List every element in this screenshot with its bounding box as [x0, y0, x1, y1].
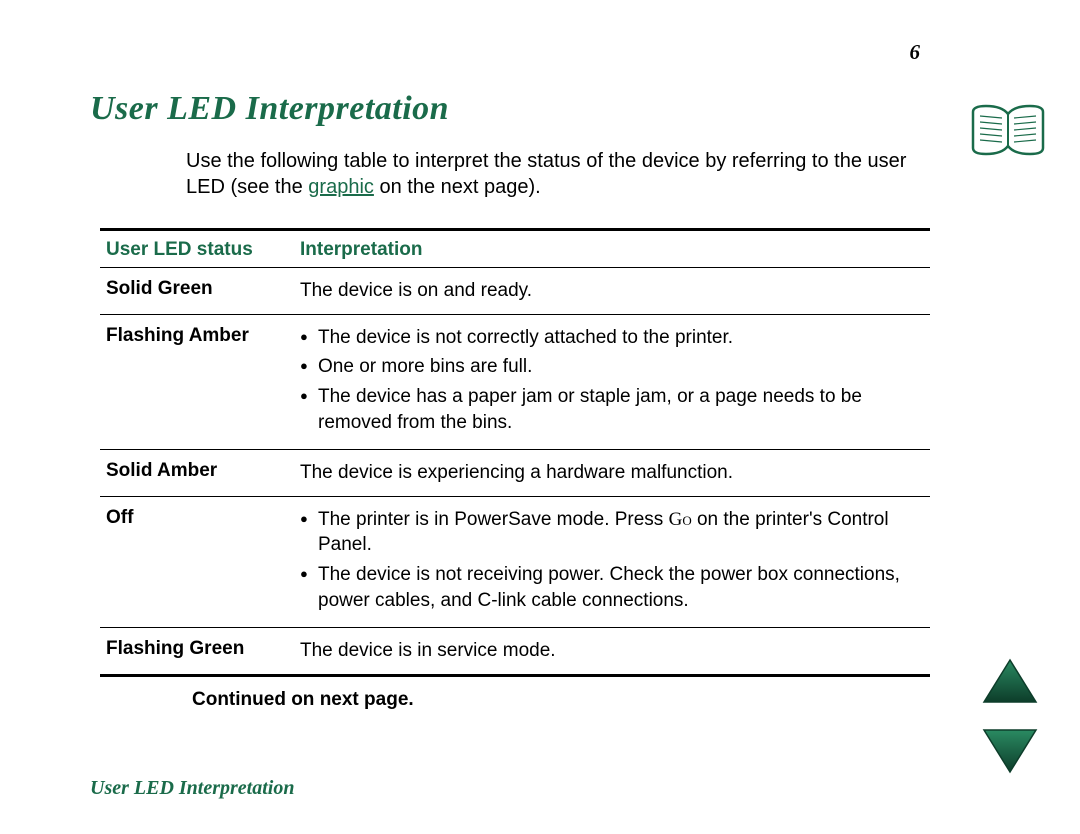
intro-paragraph: Use the following table to interpret the…: [186, 148, 930, 200]
list-item: The device is not receiving power. Check…: [300, 562, 924, 613]
intro-pre: Use the following table to interpret the…: [186, 150, 906, 198]
list-item: The device is not correctly attached to …: [300, 325, 924, 351]
nav-down-icon[interactable]: [982, 728, 1038, 774]
row-status: Flashing Green: [100, 638, 300, 664]
page-title: User LED Interpretation: [90, 90, 930, 128]
book-icon[interactable]: [968, 100, 1048, 160]
header-status: User LED status: [100, 239, 300, 261]
row-interp: The device is on and ready.: [300, 278, 930, 304]
list-item: One or more bins are full.: [300, 354, 924, 380]
row-interp: The device is not correctly attached to …: [300, 325, 930, 440]
list-item: The device has a paper jam or staple jam…: [300, 384, 924, 435]
header-interp: Interpretation: [300, 239, 930, 261]
row-status: Off: [100, 507, 300, 618]
table-row: Flashing AmberThe device is not correctl…: [100, 315, 930, 450]
table-row: Solid AmberThe device is experiencing a …: [100, 450, 930, 496]
intro-post: on the next page).: [374, 176, 541, 198]
row-interp: The printer is in PowerSave mode. Press …: [300, 507, 930, 618]
table-row: OffThe printer is in PowerSave mode. Pre…: [100, 497, 930, 628]
footer-title: User LED Interpretation: [90, 777, 294, 800]
row-status: Solid Green: [100, 278, 300, 304]
table-row: Flashing GreenThe device is in service m…: [100, 628, 930, 674]
nav-up-icon[interactable]: [982, 658, 1038, 704]
row-interp: The device is experiencing a hardware ma…: [300, 460, 930, 486]
list-item: The printer is in PowerSave mode. Press …: [300, 507, 924, 558]
page-number: 6: [910, 40, 921, 65]
graphic-link[interactable]: graphic: [308, 176, 374, 198]
row-status: Solid Amber: [100, 460, 300, 486]
row-status: Flashing Amber: [100, 325, 300, 440]
table-row: Solid GreenThe device is on and ready.: [100, 268, 930, 314]
row-interp: The device is in service mode.: [300, 638, 930, 664]
table-header-row: User LED status Interpretation: [100, 231, 930, 267]
led-table: User LED status Interpretation Solid Gre…: [100, 228, 930, 677]
continued-note: Continued on next page.: [192, 689, 930, 711]
